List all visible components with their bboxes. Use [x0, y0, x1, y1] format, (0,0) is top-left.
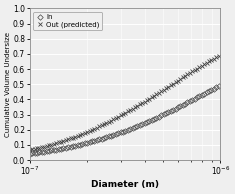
In	[143, 122, 146, 124]
In	[112, 134, 115, 136]
In	[141, 123, 144, 125]
Out (predicted)	[112, 118, 115, 120]
Out (predicted)	[143, 100, 146, 103]
In	[150, 119, 153, 121]
Out (predicted)	[28, 149, 31, 151]
Out (predicted)	[217, 55, 220, 57]
Y-axis label: Cumulative Volume Undersize: Cumulative Volume Undersize	[5, 32, 11, 137]
In	[217, 85, 220, 87]
X-axis label: Diameter (m): Diameter (m)	[91, 180, 159, 189]
Out (predicted)	[196, 67, 199, 70]
Line: In: In	[28, 84, 220, 156]
In	[196, 96, 199, 99]
Out (predicted)	[157, 91, 160, 94]
Out (predicted)	[150, 96, 153, 98]
In	[157, 115, 160, 118]
In	[28, 152, 31, 155]
Out (predicted)	[141, 102, 144, 104]
Line: Out (predicted): Out (predicted)	[28, 54, 220, 152]
Legend: In, Out (predicted): In, Out (predicted)	[33, 12, 102, 30]
